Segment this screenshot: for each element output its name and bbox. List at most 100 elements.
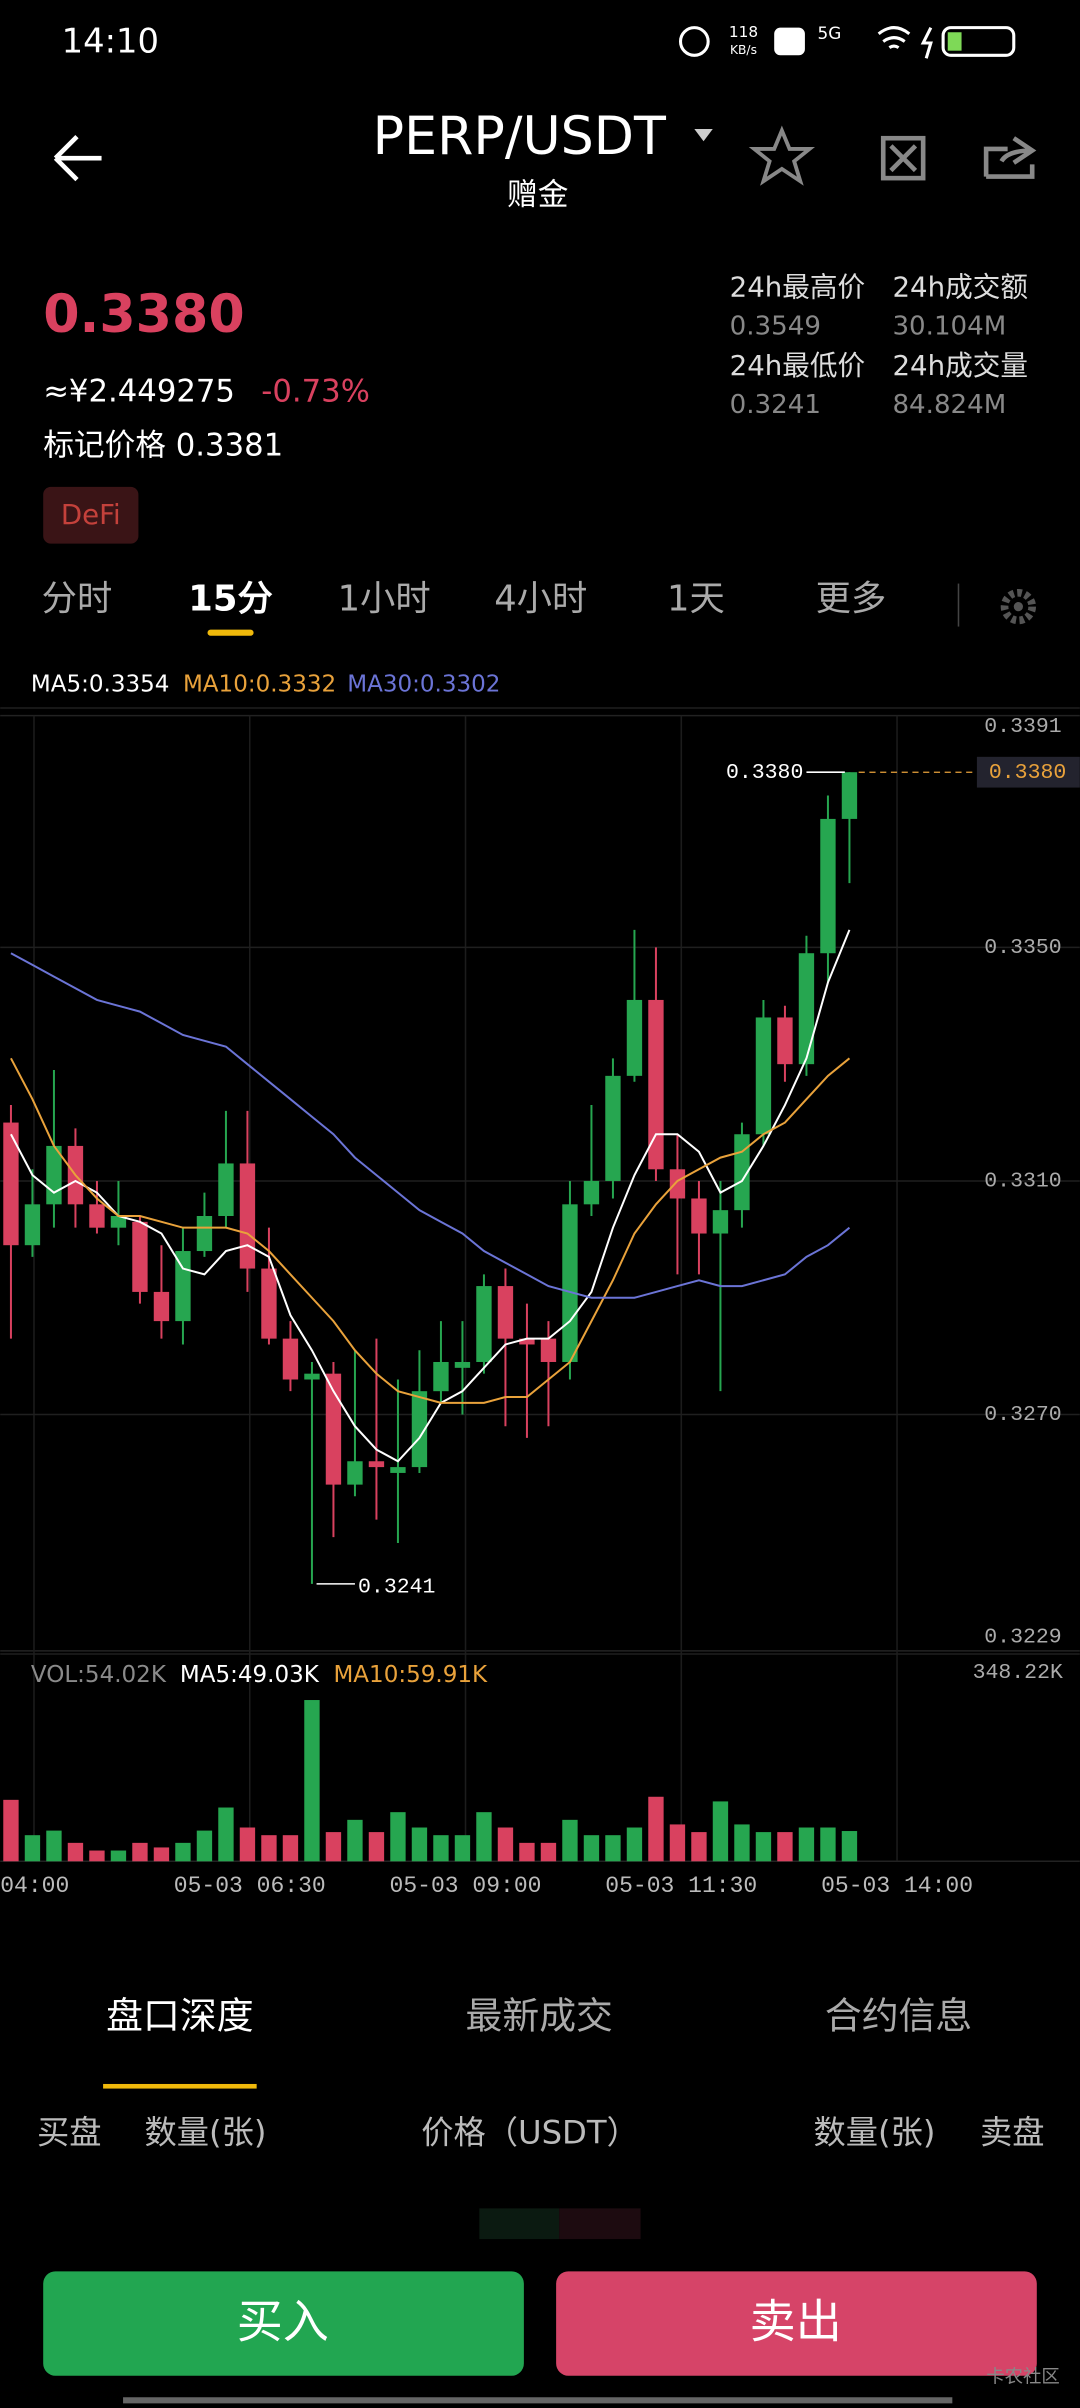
volume-bar: [411, 1827, 428, 1862]
interval-tab[interactable]: 4小时: [494, 578, 587, 619]
net-speed: 118: [729, 23, 758, 41]
stat-label: 24h最高价: [730, 271, 866, 304]
max-label: 0.3380: [726, 761, 803, 785]
candle-body: [411, 1391, 428, 1468]
volume-bar: [325, 1832, 342, 1862]
volume-legend: VOL:54.02K: [31, 1662, 167, 1688]
volume-bar: [304, 1700, 320, 1862]
ma-legend: MA10:0.3332: [183, 671, 336, 697]
last-price-label: 0.3380: [989, 761, 1066, 785]
volume-bar: [712, 1801, 729, 1862]
candle-body: [282, 1338, 299, 1380]
interval-tab[interactable]: 15分: [188, 578, 272, 619]
volume-bar: [497, 1827, 514, 1862]
candle-body: [669, 1169, 686, 1199]
candle-body: [497, 1286, 514, 1339]
volume-bar: [282, 1835, 299, 1862]
candle-body: [540, 1338, 557, 1362]
order-header: 价格（USDT）: [421, 2114, 639, 2152]
ma-legend: MA5:0.3354: [31, 671, 170, 697]
fullscreen-button[interactable]: [880, 135, 926, 181]
min-label: 0.3241: [358, 1576, 435, 1600]
y-tick-label: 0.3270: [984, 1403, 1061, 1427]
candle-body: [132, 1221, 148, 1292]
candle-body: [777, 1017, 793, 1065]
price-change: -0.73%: [261, 374, 370, 410]
y-tick-label: 0.3229: [984, 1626, 1061, 1650]
order-header: 数量(张): [145, 2114, 267, 2152]
back-button[interactable]: [53, 135, 102, 182]
stat-value: 84.824M: [892, 390, 1006, 420]
share-button[interactable]: [983, 136, 1037, 179]
tab-indicator: [207, 629, 254, 636]
y-tick-label: 0.3391: [984, 715, 1061, 739]
candle-body: [390, 1467, 406, 1473]
order-header: 卖盘: [980, 2114, 1045, 2152]
volume-bar: [562, 1819, 578, 1862]
last-price: 0.3380: [43, 285, 244, 345]
volume-bar: [239, 1827, 256, 1862]
stat-label: 24h成交额: [892, 271, 1028, 304]
candle-body: [691, 1198, 707, 1234]
depth-bid: [479, 2208, 560, 2240]
candle-body: [798, 953, 815, 1065]
volume-bar: [110, 1850, 127, 1862]
candle-body: [583, 1180, 600, 1205]
status-icons: [678, 26, 1016, 59]
volume-bar: [540, 1842, 557, 1862]
ma-legend: MA30:0.3302: [347, 671, 500, 697]
volume-bar: [734, 1824, 750, 1862]
section-tab[interactable]: 盘口深度: [106, 1994, 253, 2037]
sell-button[interactable]: [556, 2271, 1037, 2376]
ma-line: [10, 952, 851, 1299]
candle-body: [175, 1251, 191, 1322]
buy-button[interactable]: [43, 2271, 524, 2376]
section-tab[interactable]: 最新成交: [466, 1994, 613, 2037]
candle-body: [368, 1461, 385, 1468]
candle-body: [218, 1163, 234, 1217]
stat-value: 0.3549: [730, 312, 821, 342]
volume-legend: MA5:49.03K: [180, 1662, 320, 1688]
time-label: 05-03 09:00: [390, 1873, 542, 1899]
candle-body: [110, 1216, 127, 1228]
y-tick-label: 0.3350: [984, 936, 1061, 960]
volume-bar: [691, 1832, 707, 1862]
pair-title[interactable]: PERP/USDT: [373, 107, 667, 167]
favorite-button[interactable]: [748, 125, 815, 186]
candle-body: [433, 1361, 449, 1392]
sell-label: 卖出: [750, 2295, 842, 2349]
candle-body: [712, 1210, 729, 1234]
interval-tab[interactable]: 1天: [667, 578, 725, 619]
time-label: 05-03 06:30: [174, 1873, 326, 1899]
net-unit: KB/s: [730, 43, 757, 57]
interval-tab[interactable]: 1小时: [338, 578, 431, 619]
stat-label: 24h最低价: [730, 349, 866, 382]
volume-bar: [3, 1799, 19, 1862]
candle-body: [648, 999, 664, 1170]
volume-bar: [368, 1832, 385, 1862]
volume-bar: [153, 1847, 170, 1862]
tag-box: [43, 486, 139, 544]
interval-tab[interactable]: 分时: [42, 578, 113, 619]
stat-value: 0.3241: [730, 390, 821, 420]
candle-body: [89, 1204, 105, 1228]
y-tick-label: 0.3310: [984, 1170, 1061, 1194]
volume-bar: [798, 1827, 815, 1862]
candle-body: [196, 1216, 213, 1252]
volume-bar: [519, 1842, 535, 1862]
candle-body: [3, 1122, 19, 1246]
candle-body: [325, 1373, 342, 1485]
interval-tab[interactable]: 更多: [816, 578, 887, 619]
stat-value: 30.104M: [892, 312, 1006, 342]
volume-bar: [841, 1831, 858, 1862]
volume-bar: [196, 1830, 213, 1862]
pair-dropdown[interactable]: [694, 129, 713, 142]
candle-body: [153, 1291, 170, 1322]
last-price-tag: [976, 756, 1080, 788]
status-time: 14:10: [62, 22, 159, 61]
section-tab[interactable]: 合约信息: [825, 1994, 972, 2037]
order-header: 买盘: [37, 2114, 102, 2152]
